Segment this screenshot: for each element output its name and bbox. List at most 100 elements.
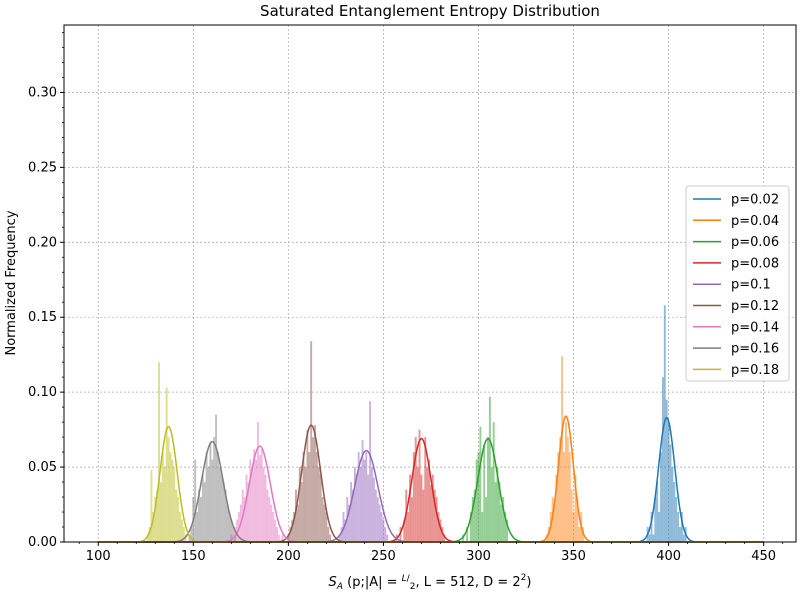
x-label-mid: , L = 512, D = 2: [415, 575, 520, 590]
histogram-bar: [226, 504, 229, 542]
histogram-bar: [570, 489, 573, 542]
x-tick-label: 300: [466, 549, 491, 564]
histogram-bar: [418, 429, 421, 542]
histogram-bar: [274, 519, 276, 542]
histogram-bar: [422, 489, 425, 542]
histogram-bar: [433, 489, 436, 542]
histogram-bar: [325, 512, 328, 542]
histogram-bar: [490, 467, 493, 542]
histogram-bar: [410, 497, 413, 542]
histogram-bar: [188, 534, 191, 542]
y-axis-label: Normalized Frequency: [4, 210, 19, 355]
x-label-superscript: 2: [521, 573, 527, 583]
x-label-symbol: S: [329, 575, 337, 590]
legend: p=0.02 p=0.04 p=0.06 p=0.08 p=0.1 p=0.12 p=0.1…: [685, 185, 790, 382]
histogram-bar: [553, 504, 556, 542]
histogram-bar: [492, 422, 495, 542]
histogram-bar: [673, 482, 676, 542]
histogram-bar: [466, 527, 469, 542]
x-label-frac-den: 2: [410, 582, 416, 592]
histogram-bar: [481, 512, 484, 542]
histogram-bar: [561, 356, 564, 542]
legend-label: p=0.08: [731, 256, 779, 271]
histogram-bar: [488, 396, 491, 542]
histogram-bar: [222, 482, 225, 542]
histogram-bar: [287, 534, 290, 542]
histogram-bar: [249, 459, 252, 542]
histogram-bar: [340, 527, 343, 542]
histogram-bar: [431, 474, 434, 542]
histogram-bar: [372, 477, 375, 542]
legend-label: p=0.14: [731, 320, 779, 335]
histogram-bar: [150, 470, 153, 542]
histogram-bar: [353, 467, 356, 542]
histogram-bar: [167, 437, 170, 542]
histogram-bar: [656, 482, 659, 542]
histogram-bar: [348, 504, 351, 542]
histogram-bar: [667, 422, 670, 542]
histogram-bar: [350, 482, 353, 542]
histogram-bar: [165, 387, 168, 542]
histogram-bar: [506, 519, 508, 542]
histogram-bar: [171, 459, 174, 542]
histogram-bar: [437, 512, 440, 542]
grid: [64, 25, 796, 543]
x-label-close: ): [526, 575, 531, 590]
histogram-bar: [679, 527, 681, 542]
histogram-bar: [361, 440, 364, 542]
histogram-bar: [380, 512, 383, 542]
histogram-bar: [648, 534, 651, 542]
histogram-bar: [671, 467, 674, 542]
y-tick-label: 0.10: [28, 385, 57, 400]
legend-label: p=0.18: [731, 363, 779, 378]
histogram-bar: [232, 527, 235, 542]
histogram-bar: [386, 534, 389, 542]
histogram-bar: [258, 455, 261, 542]
histogram-bar: [574, 474, 577, 542]
histogram-bar: [555, 474, 558, 542]
histogram-bar: [190, 527, 193, 542]
histogram-bar: [302, 452, 305, 542]
histogram-bar: [306, 429, 309, 542]
histogram-bar: [403, 519, 406, 542]
histogram-bar: [217, 452, 219, 542]
histogram-bar: [564, 422, 567, 542]
histogram-bar: [281, 534, 284, 542]
x-label-subscript: A: [336, 582, 343, 592]
histogram-bar: [184, 534, 187, 542]
histogram-bar: [352, 489, 354, 542]
histogram-bar: [196, 512, 199, 542]
histogram-bar: [203, 482, 206, 542]
histogram-bar: [199, 497, 202, 542]
chart-title: Saturated Entanglement Entropy Distribut…: [260, 2, 600, 20]
histogram-bar: [260, 449, 263, 542]
histogram-bar: [154, 497, 157, 542]
histogram-bar: [230, 519, 233, 542]
histogram-bar: [160, 482, 162, 542]
histogram-bar: [319, 474, 322, 542]
histogram-bar: [289, 527, 292, 542]
histogram-bar: [169, 452, 172, 542]
histogram-bar: [462, 534, 465, 542]
x-tick-label: 350: [561, 549, 586, 564]
histogram-bar: [376, 497, 379, 542]
histogram-bar: [576, 497, 579, 542]
histogram-bar: [220, 474, 223, 542]
y-tick-label: 0.25: [28, 160, 57, 175]
histogram-bar: [435, 497, 438, 542]
histogram-bar: [295, 489, 297, 542]
histogram-bar: [500, 504, 503, 542]
histogram-bar: [314, 425, 316, 542]
histogram-bar: [234, 534, 237, 542]
x-tick-label: 150: [181, 549, 206, 564]
histogram-bar: [228, 512, 231, 542]
histogram-bar: [559, 437, 562, 542]
histogram-bar: [502, 497, 505, 542]
histogram-bar: [344, 519, 347, 542]
histogram-bar: [251, 467, 254, 542]
histogram-bar: [382, 519, 385, 542]
histogram-bar: [409, 474, 411, 542]
histogram-bar: [363, 459, 366, 542]
histogram-bar: [298, 467, 301, 542]
